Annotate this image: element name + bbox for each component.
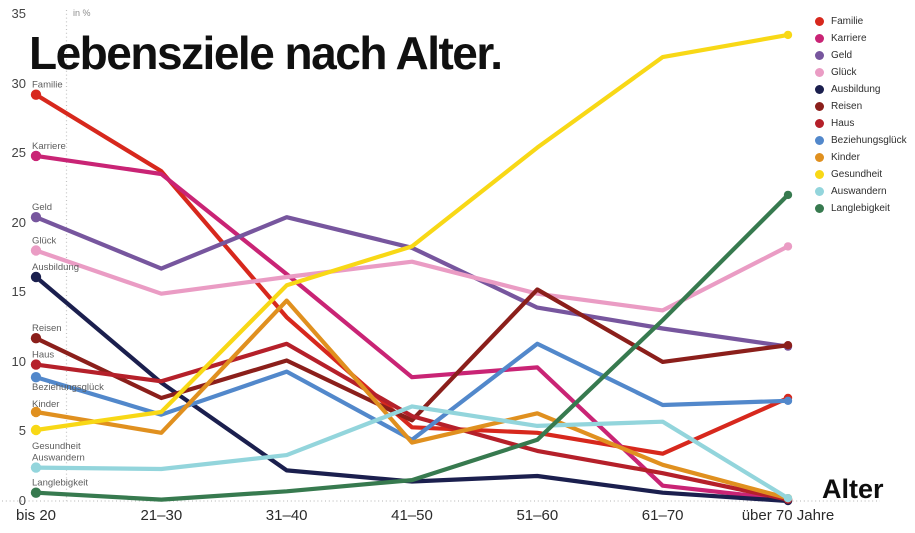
series-end-dot-langlebigkeit: [783, 190, 793, 200]
x-tick-label: 41–50: [391, 507, 433, 524]
series-start-dot-familie: [30, 89, 42, 100]
legend-swatch: [815, 17, 824, 26]
legend-item: Karriere: [815, 30, 867, 47]
series-label-gesundheit: Gesundheit: [32, 441, 81, 452]
legend-item: Haus: [815, 115, 854, 132]
x-tick-label: über 70 Jahre: [741, 507, 835, 524]
series-start-dot-kinder: [30, 406, 42, 418]
series-end-dot-auswandern: [783, 494, 793, 503]
y-tick: 30: [11, 75, 26, 91]
legend-label: Beziehungsglück: [831, 135, 907, 146]
legend-label: Kinder: [831, 152, 860, 163]
legend-swatch: [815, 68, 824, 77]
legend-item: Glück: [815, 64, 857, 81]
legend-swatch: [815, 204, 824, 213]
series-label-reisen: Reisen: [32, 323, 62, 334]
series-line-familie: [33, 92, 791, 456]
series-line-haus: [33, 341, 791, 502]
legend-item: Auswandern: [815, 183, 887, 200]
legend-item: Familie: [815, 13, 863, 30]
x-tick-label: bis 20: [15, 507, 57, 524]
legend-label: Gesundheit: [831, 169, 883, 180]
series-label-auswandern: Auswandern: [32, 453, 85, 464]
legend-label: Karriere: [831, 33, 867, 44]
series-line-gesundheit: [33, 32, 791, 433]
legend-swatch: [815, 34, 824, 43]
legend-label: Haus: [831, 118, 855, 129]
series-label-haus: Haus: [32, 350, 54, 361]
series-line-gl-ck: [33, 244, 791, 313]
legend-item: Geld: [815, 47, 852, 64]
series-start-dot-beziehungsgl-ck: [30, 372, 42, 383]
series-line-auswandern: [33, 404, 791, 501]
y-tick: 35: [11, 6, 26, 21]
page-title: Lebensziele nach Alter.: [29, 27, 503, 79]
x-tick-label: 31–40: [265, 507, 308, 524]
series-end-dot-gl-ck: [783, 242, 793, 251]
series-end-dot-gesundheit: [783, 30, 793, 40]
series-start-dot-karriere: [30, 150, 42, 162]
series-start-dot-gl-ck: [30, 245, 42, 256]
series-label-familie: Familie: [32, 80, 63, 91]
legend-label: Ausbildung: [831, 84, 881, 95]
legend-item: Gesundheit: [815, 166, 882, 183]
legend-label: Reisen: [831, 101, 863, 112]
y-tick: 15: [11, 284, 26, 300]
series-start-dot-auswandern: [30, 462, 42, 473]
legend-swatch: [815, 170, 824, 179]
series-end-dot-beziehungsgl-ck: [783, 396, 793, 405]
series-line-karriere: [33, 153, 791, 502]
y-tick: 5: [18, 423, 26, 439]
x-tick-label: 61–70: [641, 507, 684, 524]
legend-label: Auswandern: [831, 186, 887, 197]
y-axis-unit-label: in %: [73, 8, 91, 18]
series-line-reisen: [33, 287, 791, 423]
series-start-dot-langlebigkeit: [30, 487, 42, 498]
x-tick-label: 51–60: [516, 507, 559, 524]
y-tick: 10: [11, 353, 26, 369]
series-start-dot-geld: [30, 212, 42, 223]
legend-label: Langlebigkeit: [831, 203, 890, 214]
legend-item: Ausbildung: [815, 81, 880, 98]
series-label-ausbildung: Ausbildung: [32, 262, 79, 273]
legend-swatch: [815, 51, 824, 60]
series-end-dot-reisen: [783, 341, 793, 350]
legend-item: Reisen: [815, 98, 862, 115]
legend-swatch: [815, 187, 824, 196]
series-label-beziehungsgl-ck: Beziehungsglück: [32, 382, 104, 393]
series-label-gl-ck: Glück: [32, 236, 57, 247]
legend-swatch: [815, 85, 824, 94]
series-start-dot-ausbildung: [30, 271, 42, 283]
series-line-langlebigkeit: [33, 192, 791, 502]
x-axis-title: Alter: [822, 474, 884, 504]
legend-item: Kinder: [815, 149, 860, 166]
series-line-kinder: [33, 298, 791, 501]
y-tick: 25: [11, 145, 26, 161]
series-label-kinder: Kinder: [32, 399, 59, 410]
series-label-geld: Geld: [32, 202, 52, 213]
legend-item: Beziehungsglück: [815, 132, 907, 149]
series-start-dot-haus: [30, 359, 42, 370]
legend-swatch: [815, 136, 824, 145]
legend-swatch: [815, 119, 824, 128]
legend-label: Geld: [831, 50, 853, 61]
y-tick: 20: [11, 214, 26, 230]
series-line-geld: [33, 215, 791, 349]
series-label-karriere: Karriere: [32, 141, 66, 152]
series-label-langlebigkeit: Langlebigkeit: [32, 478, 88, 489]
legend-swatch: [815, 153, 824, 162]
series-start-dot-reisen: [30, 333, 42, 344]
legend-item: Langlebigkeit: [815, 200, 890, 217]
y-tick: 0: [18, 493, 26, 508]
legend-label: Familie: [831, 16, 864, 27]
legend-label: Glück: [831, 67, 857, 78]
series-start-dot-gesundheit: [30, 424, 42, 436]
x-tick-label: 21–30: [140, 507, 183, 524]
legend-swatch: [815, 102, 824, 111]
